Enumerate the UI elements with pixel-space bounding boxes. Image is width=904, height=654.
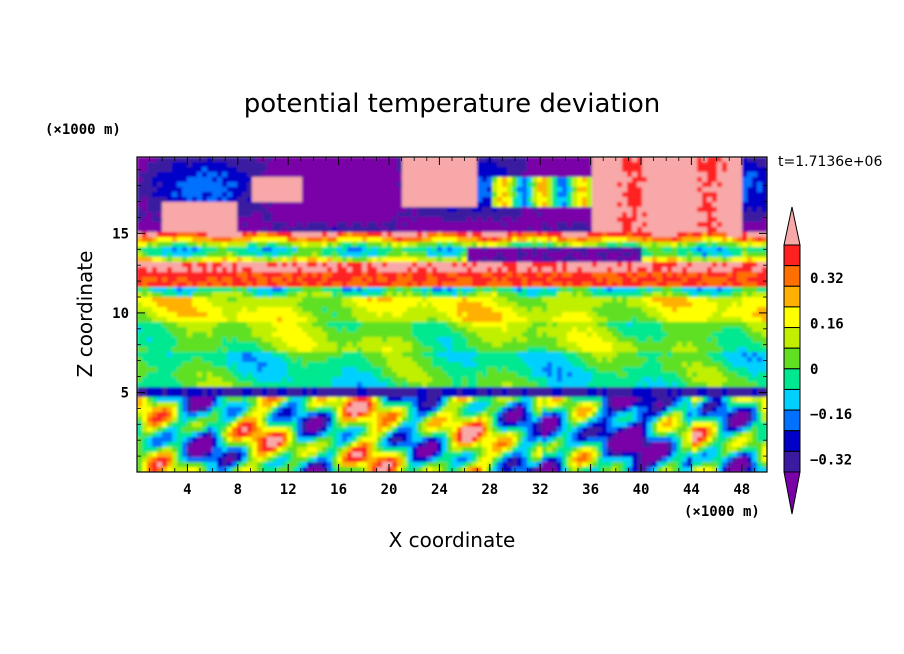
y-axis-label: Z coordinate <box>73 251 97 378</box>
colorbar-box <box>783 430 801 452</box>
colorbar-box <box>783 327 801 349</box>
y-axis-unit: (×1000 m) <box>45 122 121 138</box>
colorbar-box <box>783 388 801 411</box>
time-label: t=1.7136e+06 <box>778 154 882 170</box>
x-tick-label: 8 <box>234 482 242 498</box>
colorbar-tick-label: 0.32 <box>810 271 844 287</box>
chart-title: potential temperature deviation <box>244 89 660 119</box>
colorbar-extend-top <box>783 206 801 246</box>
x-tick-label: 32 <box>532 482 549 498</box>
colorbar-tick-label: 0.16 <box>810 316 844 332</box>
colorbar-box <box>783 450 801 473</box>
x-tick-label: 36 <box>582 482 599 498</box>
y-tick-label: 5 <box>121 385 129 401</box>
x-axis-label: X coordinate <box>389 528 516 552</box>
colorbar-box <box>783 368 801 390</box>
x-tick-label: 48 <box>733 482 750 498</box>
y-tick-label: 15 <box>112 226 129 242</box>
field-cells <box>137 157 767 472</box>
x-tick-label: 16 <box>330 482 347 498</box>
colorbar-box <box>783 347 801 370</box>
x-tick-label: 12 <box>280 482 297 498</box>
colorbar-box <box>783 285 801 308</box>
colorbar-box <box>783 244 801 267</box>
x-tick-label: 24 <box>431 482 448 498</box>
colorbar-tick-label: −0.32 <box>810 453 852 469</box>
colorbar-box <box>783 409 801 432</box>
x-tick-label: 4 <box>183 482 191 498</box>
contour-field <box>137 157 767 472</box>
colorbar-box <box>783 265 801 287</box>
colorbar-tick-label: −0.16 <box>810 407 852 423</box>
colorbar-box <box>783 306 801 329</box>
x-axis-unit: (×1000 m) <box>684 504 760 520</box>
y-tick-label: 10 <box>112 306 129 322</box>
x-tick-label: 28 <box>481 482 498 498</box>
x-tick-label: 44 <box>683 482 700 498</box>
x-axis: 4 8 12 16 20 24 28 32 36 40 44 48 <box>149 157 755 498</box>
colorbar-extend-bottom <box>783 471 801 515</box>
y-axis: 5 10 15 <box>112 169 767 457</box>
x-tick-label: 40 <box>633 482 650 498</box>
colorbar-tick-label: 0 <box>810 362 818 378</box>
x-tick-label: 20 <box>381 482 398 498</box>
colorbar: 0.32 0.16 0 −0.16 −0.32 <box>783 206 852 515</box>
